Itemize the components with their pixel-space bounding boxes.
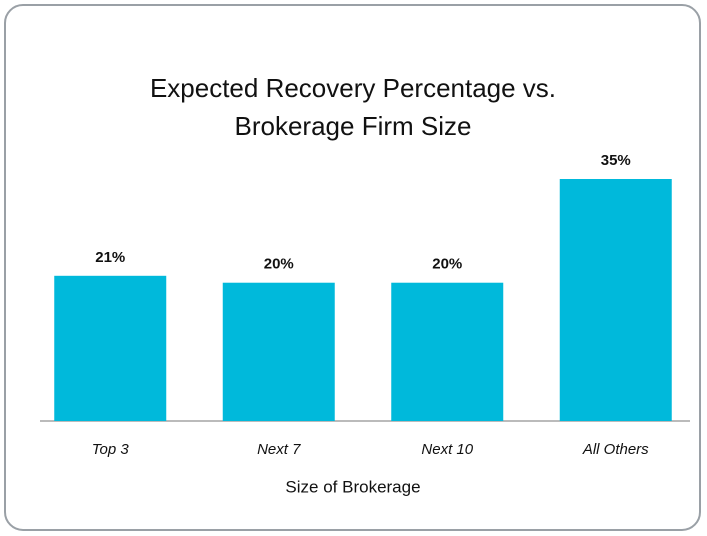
value-label: 20% [432,256,462,273]
bar [391,282,504,421]
x-tick-label: All Others [582,441,649,458]
x-axis-label: Size of Brokerage [285,477,420,496]
value-label: 21% [95,249,125,266]
bar [54,275,167,421]
chart-title: Expected Recovery Percentage vs. [150,73,556,103]
value-label: 35% [601,152,631,169]
chart-frame [4,4,701,531]
value-label: 20% [264,256,294,273]
x-tick-label: Next 7 [257,441,301,458]
x-tick-label: Top 3 [92,441,130,458]
x-tick-label: Next 10 [421,441,473,458]
bar [222,282,335,421]
chart-title: Brokerage Firm Size [235,111,472,141]
bar [559,179,672,421]
